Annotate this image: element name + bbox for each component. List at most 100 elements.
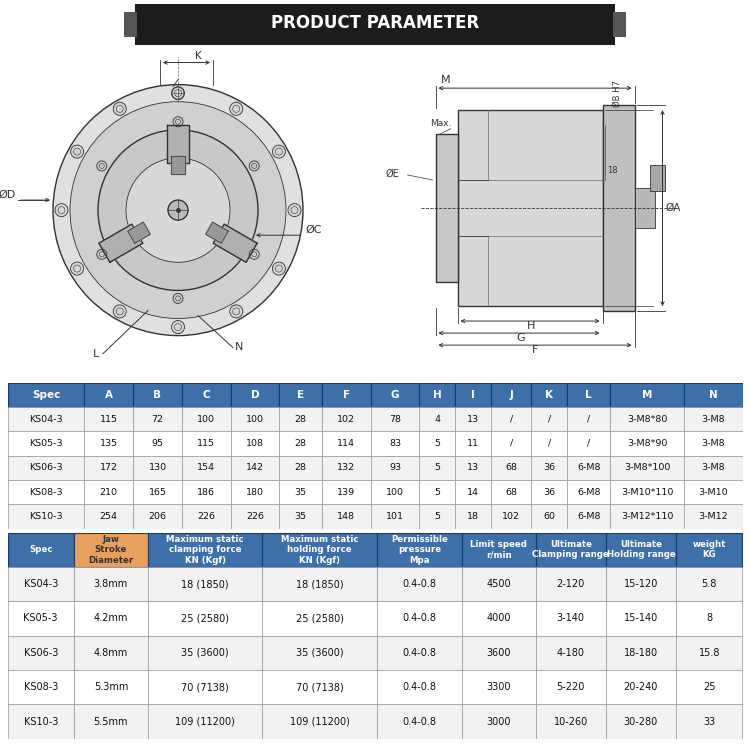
Bar	[322, 382, 370, 406]
Bar	[182, 504, 230, 529]
Text: 35 (3600): 35 (3600)	[182, 648, 229, 658]
Text: 114: 114	[338, 439, 356, 448]
Bar	[458, 110, 602, 306]
Bar	[376, 602, 462, 635]
Text: N: N	[709, 390, 718, 400]
Bar	[462, 567, 536, 602]
Text: 3-M8*80: 3-M8*80	[627, 415, 668, 424]
Text: G: G	[391, 390, 399, 400]
Text: 101: 101	[386, 512, 404, 521]
Bar	[532, 382, 567, 406]
Text: E: E	[297, 390, 304, 400]
Text: C: C	[202, 390, 210, 400]
Bar	[610, 406, 685, 431]
Text: 5.5mm: 5.5mm	[94, 716, 128, 727]
Bar	[462, 635, 536, 670]
Text: /: /	[548, 439, 551, 448]
Bar	[148, 635, 262, 670]
Text: Limit speed
r/min: Limit speed r/min	[470, 540, 527, 560]
Text: 210: 210	[100, 488, 118, 496]
Bar	[376, 670, 462, 704]
Text: 18-180: 18-180	[624, 648, 658, 658]
Bar	[491, 480, 532, 504]
Text: ØE: ØE	[386, 169, 399, 179]
Text: 18: 18	[467, 512, 479, 521]
Bar	[182, 406, 230, 431]
Bar	[532, 431, 567, 456]
Text: 83: 83	[389, 439, 401, 448]
Bar	[567, 406, 610, 431]
Bar	[148, 532, 262, 567]
Text: Ultimate
Holding range: Ultimate Holding range	[607, 540, 675, 560]
Text: 102: 102	[338, 415, 356, 424]
Text: 5: 5	[434, 488, 440, 496]
Bar	[455, 406, 491, 431]
Bar	[676, 567, 742, 602]
Text: K: K	[545, 390, 554, 400]
Text: 254: 254	[100, 512, 118, 521]
Text: 154: 154	[197, 464, 215, 472]
Text: 95: 95	[152, 439, 164, 448]
Bar	[419, 382, 455, 406]
Circle shape	[249, 161, 259, 171]
Bar	[148, 670, 262, 704]
Bar	[491, 504, 532, 529]
Text: 5: 5	[434, 439, 440, 448]
Bar	[262, 704, 376, 739]
Text: 226: 226	[246, 512, 264, 521]
Text: M: M	[642, 390, 652, 400]
Bar	[536, 567, 606, 602]
Text: 0.4-0.8: 0.4-0.8	[402, 648, 436, 658]
Text: 3-M12*110: 3-M12*110	[621, 512, 674, 521]
Bar	[610, 431, 685, 456]
Text: 6-M8: 6-M8	[577, 488, 601, 496]
Text: 3-M8*90: 3-M8*90	[627, 439, 668, 448]
Text: 35: 35	[295, 512, 307, 521]
Bar	[650, 166, 664, 190]
Text: 14: 14	[467, 488, 479, 496]
Text: 4.8mm: 4.8mm	[94, 648, 128, 658]
Circle shape	[172, 320, 184, 334]
Bar	[685, 431, 742, 456]
Bar	[262, 670, 376, 704]
Text: 3600: 3600	[487, 648, 511, 658]
Bar	[376, 704, 462, 739]
Text: M: M	[440, 75, 450, 85]
Bar	[532, 504, 567, 529]
Text: KS10-3: KS10-3	[23, 716, 58, 727]
Bar	[134, 431, 182, 456]
Text: 5.8: 5.8	[701, 579, 717, 589]
Bar	[606, 567, 676, 602]
Text: /: /	[587, 415, 590, 424]
Circle shape	[172, 87, 184, 99]
Text: 68: 68	[506, 488, 518, 496]
Bar	[676, 670, 742, 704]
Bar	[262, 602, 376, 635]
Bar	[8, 602, 74, 635]
Bar	[148, 602, 262, 635]
Bar	[230, 504, 279, 529]
Text: 28: 28	[295, 439, 307, 448]
Text: 18 (1850): 18 (1850)	[182, 579, 229, 589]
Text: 130: 130	[148, 464, 166, 472]
Bar	[610, 480, 685, 504]
Bar	[606, 602, 676, 635]
Bar	[491, 382, 532, 406]
Bar	[74, 567, 148, 602]
Circle shape	[53, 85, 303, 335]
Text: /: /	[510, 415, 513, 424]
Bar	[491, 431, 532, 456]
Text: 60: 60	[543, 512, 555, 521]
Polygon shape	[171, 156, 185, 174]
Text: 6-M8: 6-M8	[577, 512, 601, 521]
Bar	[148, 704, 262, 739]
Text: ØB H7: ØB H7	[613, 80, 622, 107]
Bar	[436, 134, 457, 283]
Text: 18 (1850): 18 (1850)	[296, 579, 344, 589]
Text: 0.4-0.8: 0.4-0.8	[402, 614, 436, 623]
Circle shape	[70, 145, 83, 158]
Text: 148: 148	[338, 512, 356, 521]
Bar	[262, 532, 376, 567]
Bar	[279, 456, 322, 480]
Bar	[124, 12, 137, 37]
